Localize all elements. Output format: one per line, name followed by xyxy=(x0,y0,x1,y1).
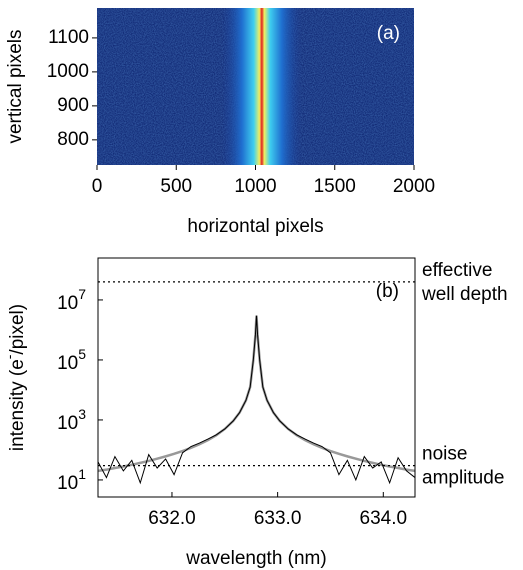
y-axis-label: vertical pixels xyxy=(5,29,26,143)
tick-base: 10 xyxy=(57,473,78,494)
y-axis-label-part: /pixel) xyxy=(7,304,28,355)
x-tick-label: 1000 xyxy=(234,176,276,197)
x-tick-label: 500 xyxy=(160,176,192,197)
tick-base: 10 xyxy=(57,293,78,314)
x-tick-label: 632.0 xyxy=(148,508,196,529)
y-tick-label: 800 xyxy=(57,129,89,150)
y-tick-label: 900 xyxy=(57,95,89,116)
tick-exponent: 7 xyxy=(78,286,86,302)
x-tick-label: 0 xyxy=(92,176,103,197)
reference-label: amplitude xyxy=(422,468,504,489)
tick-exponent: 1 xyxy=(78,466,86,482)
plot-frame xyxy=(97,257,416,498)
reference-label: effective xyxy=(422,260,492,281)
y-tick-label: 103 xyxy=(57,406,86,434)
reference-label: well depth xyxy=(421,284,508,305)
y-axis-label-part: intensity (e xyxy=(7,359,28,451)
series-line xyxy=(98,315,415,485)
x-tick-label: 2000 xyxy=(393,176,435,197)
x-tick-label: 1500 xyxy=(314,176,356,197)
reference-label: noise xyxy=(422,444,467,465)
y-tick-label: 1000 xyxy=(47,61,89,82)
panel-tag: (a) xyxy=(377,23,400,44)
tick-exponent: 5 xyxy=(78,346,86,362)
x-tick-label: 634.0 xyxy=(360,508,408,529)
y-tick-label: 105 xyxy=(57,346,86,374)
tick-exponent: 3 xyxy=(78,406,86,422)
y-tick-label: 1100 xyxy=(48,27,89,48)
tick-base: 10 xyxy=(57,413,78,434)
y-tick-label: 107 xyxy=(57,286,86,314)
y-tick-label: 101 xyxy=(57,466,86,494)
ridge xyxy=(221,8,302,165)
x-tick-label: 633.0 xyxy=(254,508,302,529)
x-axis-label: wavelength (nm) xyxy=(185,548,326,569)
y-axis-label-part: - xyxy=(1,354,17,359)
y-axis-label: intensity (e-/pixel) xyxy=(1,304,28,451)
series-line xyxy=(98,315,415,473)
panel-tag: (b) xyxy=(376,281,399,302)
x-axis-label: horizontal pixels xyxy=(187,216,323,237)
tick-base: 10 xyxy=(57,353,78,374)
